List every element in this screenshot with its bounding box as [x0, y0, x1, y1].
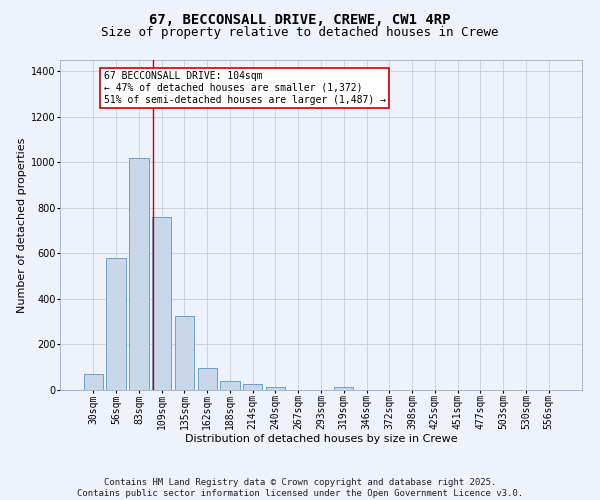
Bar	[220, 382, 239, 390]
Bar	[266, 386, 285, 390]
Bar	[334, 386, 353, 390]
Y-axis label: Number of detached properties: Number of detached properties	[17, 138, 27, 312]
Text: Contains HM Land Registry data © Crown copyright and database right 2025.
Contai: Contains HM Land Registry data © Crown c…	[77, 478, 523, 498]
Text: 67 BECCONSALL DRIVE: 104sqm
← 47% of detached houses are smaller (1,372)
51% of : 67 BECCONSALL DRIVE: 104sqm ← 47% of det…	[104, 72, 386, 104]
Bar	[152, 217, 172, 390]
Bar	[243, 384, 262, 390]
Bar	[84, 374, 103, 390]
Bar	[106, 258, 126, 390]
Bar	[129, 158, 149, 390]
X-axis label: Distribution of detached houses by size in Crewe: Distribution of detached houses by size …	[185, 434, 457, 444]
Bar	[197, 368, 217, 390]
Text: Size of property relative to detached houses in Crewe: Size of property relative to detached ho…	[101, 26, 499, 39]
Text: 67, BECCONSALL DRIVE, CREWE, CW1 4RP: 67, BECCONSALL DRIVE, CREWE, CW1 4RP	[149, 12, 451, 26]
Bar	[175, 316, 194, 390]
